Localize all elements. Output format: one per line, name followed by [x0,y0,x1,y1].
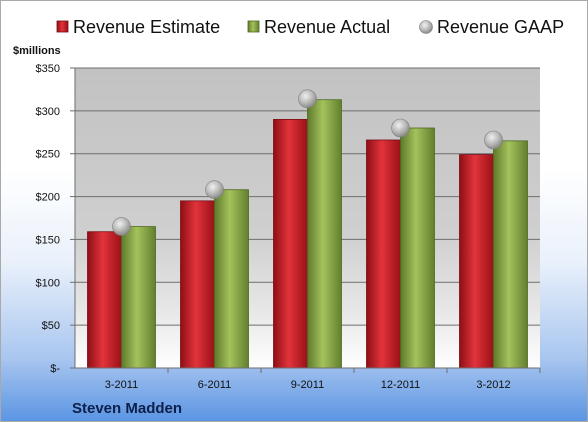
x-tick-label: 9-2011 [291,379,324,391]
bar-revenue-estimate [366,139,401,369]
bar-revenue-actual [121,226,156,369]
x-tick-label: 12-2011 [381,379,421,391]
y-axis: $- $50 $100 $150 $200 $250 $300 $350 [36,63,76,375]
bar-revenue-estimate [180,200,215,369]
legend-swatch [56,20,69,33]
y-tick-label: $350 [36,63,60,75]
marker-revenue-gaap [205,180,224,200]
marker-revenue-gaap [298,89,317,109]
legend: Revenue Estimate Revenue Actual Revenue GA… [56,17,564,37]
bar-revenue-estimate [459,154,494,369]
bar-revenue-estimate [273,119,308,369]
legend-label: Revenue Estimate [73,17,220,37]
x-tick-label: 6-2011 [198,379,231,391]
marker-revenue-gaap [112,217,131,236]
x-tick-label: 3-2011 [105,379,138,391]
bar-revenue-actual [493,140,528,369]
gaap-markers [112,89,503,236]
marker-revenue-gaap [391,118,410,138]
y-tick-label: $250 [36,149,60,161]
legend-swatch [419,20,433,34]
y-tick-label: $150 [36,234,60,246]
y-axis-unit-label: $millions [13,45,61,57]
y-tick-label: $200 [36,192,60,204]
x-tick-label: 3-2012 [476,379,510,391]
y-tick-label: $300 [36,106,60,118]
y-tick-label: $50 [42,320,60,332]
legend-label: Revenue GAAP [437,17,564,37]
company-name: Steven Madden [72,400,182,417]
bar-revenue-actual [400,127,435,369]
bar-revenue-actual [307,99,342,369]
legend-label: Revenue Actual [264,17,390,37]
x-axis: 3-2011 6-2011 9-2011 12-2011 3-2012 [75,367,541,391]
y-tick-label: $100 [36,277,60,289]
marker-revenue-gaap [484,130,503,150]
bar-revenue-actual [214,189,249,369]
y-tick-label: $- [50,363,60,375]
legend-swatch [247,20,260,33]
bar-revenue-estimate [87,231,122,369]
bars [87,99,528,369]
